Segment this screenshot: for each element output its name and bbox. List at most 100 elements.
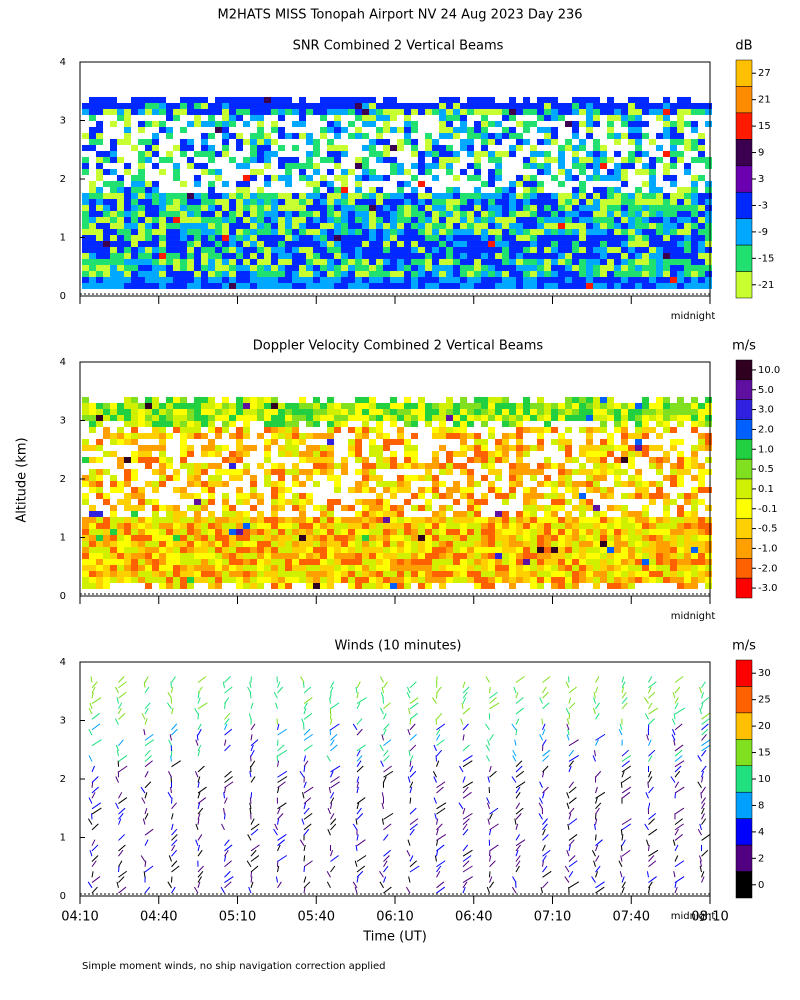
- field-cell: [600, 462, 607, 469]
- field-cell: [229, 558, 236, 565]
- field-cell: [117, 480, 124, 487]
- field-cell: [642, 396, 649, 403]
- field-cell: [327, 126, 334, 133]
- wind-barb: [247, 834, 252, 841]
- wind-barb: [356, 786, 359, 794]
- field-cell: [635, 240, 642, 247]
- field-cell: [474, 150, 481, 157]
- field-cell: [621, 228, 628, 235]
- field-cell: [698, 570, 705, 577]
- field-cell: [705, 282, 712, 289]
- wind-barb: [330, 865, 336, 873]
- field-cell: [600, 204, 607, 211]
- field-cell: [691, 174, 698, 181]
- field-cell: [579, 108, 586, 115]
- field-cell: [691, 240, 698, 247]
- field-cell: [586, 162, 593, 169]
- field-cell: [495, 210, 502, 217]
- field-cell: [677, 108, 684, 115]
- field-cell: [614, 582, 621, 589]
- field-cell: [642, 576, 649, 583]
- field-cell: [551, 138, 558, 145]
- field-cell: [551, 570, 558, 577]
- field-cell: [194, 102, 201, 109]
- field-cell: [390, 252, 397, 259]
- field-cell: [446, 534, 453, 541]
- field-cell: [579, 120, 586, 127]
- field-cell: [145, 552, 152, 559]
- field-cell: [306, 198, 313, 205]
- field-cell: [257, 510, 264, 517]
- field-cell: [271, 462, 278, 469]
- field-cell: [236, 474, 243, 481]
- field-cell: [628, 414, 635, 421]
- field-cell: [236, 108, 243, 115]
- field-cell: [327, 516, 334, 523]
- field-cell: [544, 210, 551, 217]
- field-cell: [523, 252, 530, 259]
- field-cell: [558, 180, 565, 187]
- field-cell: [257, 120, 264, 127]
- field-cell: [145, 408, 152, 415]
- field-cell: [502, 540, 509, 547]
- field-cell: [173, 546, 180, 553]
- field-cell: [432, 276, 439, 283]
- field-cell: [516, 468, 523, 475]
- field-cell: [124, 108, 131, 115]
- wind-barb: [224, 881, 232, 889]
- field-cell: [222, 546, 229, 553]
- field-cell: [110, 432, 117, 439]
- field-cell: [257, 114, 264, 121]
- field-cell: [614, 576, 621, 583]
- field-cell: [467, 138, 474, 145]
- field-cell: [572, 264, 579, 271]
- wind-barb: [197, 676, 207, 683]
- field-cell: [271, 270, 278, 277]
- field-cell: [271, 402, 278, 409]
- field-cell: [565, 438, 572, 445]
- wind-barb: [118, 860, 123, 867]
- field-cell: [628, 96, 635, 103]
- field-cell: [222, 402, 229, 409]
- field-cell: [425, 462, 432, 469]
- field-cell: [313, 246, 320, 253]
- field-cell: [649, 240, 656, 247]
- field-cell: [488, 264, 495, 271]
- field-cell: [663, 558, 670, 565]
- field-cell: [131, 246, 138, 253]
- field-cell: [586, 558, 593, 565]
- field-cell: [593, 204, 600, 211]
- field-cell: [432, 108, 439, 115]
- field-cell: [138, 228, 145, 235]
- field-cell: [579, 480, 586, 487]
- field-cell: [264, 150, 271, 157]
- field-cell: [670, 108, 677, 115]
- field-cell: [229, 474, 236, 481]
- field-cell: [215, 246, 222, 253]
- field-cell: [201, 516, 208, 523]
- field-cell: [278, 444, 285, 451]
- field-cell: [544, 510, 551, 517]
- field-cell: [698, 264, 705, 271]
- field-cell: [383, 264, 390, 271]
- field-cell: [537, 516, 544, 523]
- field-cell: [103, 192, 110, 199]
- field-cell: [705, 228, 712, 235]
- field-cell: [187, 432, 194, 439]
- field-cell: [586, 96, 593, 103]
- field-cell: [222, 114, 229, 121]
- field-cell: [607, 198, 614, 205]
- field-cell: [439, 264, 446, 271]
- field-cell: [362, 480, 369, 487]
- field-cell: [488, 132, 495, 139]
- colorbar-label: 27: [758, 68, 771, 79]
- wind-barb: [171, 760, 181, 768]
- field-cell: [166, 402, 173, 409]
- field-cell: [334, 528, 341, 535]
- field-cell: [432, 216, 439, 223]
- field-cell: [628, 156, 635, 163]
- field-cell: [145, 246, 152, 253]
- field-cell: [691, 216, 698, 223]
- field-cell: [586, 546, 593, 553]
- colorbar-bin: [735, 165, 753, 193]
